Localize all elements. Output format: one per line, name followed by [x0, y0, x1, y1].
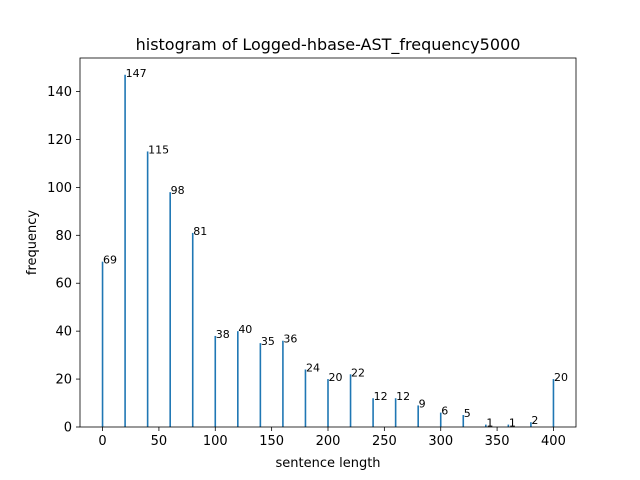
histogram-bar: [327, 379, 329, 427]
x-tick-label: 250: [372, 434, 397, 449]
x-tick-label: 200: [316, 434, 341, 449]
histogram-bar: [372, 398, 374, 427]
bar-value-label: 12: [396, 390, 410, 403]
histogram-bar: [169, 192, 171, 427]
y-tick-label: 80: [55, 229, 72, 244]
histogram-bar: [282, 340, 284, 427]
bar-value-label: 5: [464, 407, 471, 420]
x-tick-label: 400: [541, 434, 566, 449]
x-axis-label: sentence length: [275, 456, 380, 471]
bar-value-label: 9: [419, 397, 426, 410]
y-tick-label: 140: [47, 85, 72, 100]
histogram-bar: [237, 331, 239, 427]
y-tick-label: 100: [47, 181, 72, 196]
bar-value-label: 69: [103, 254, 117, 267]
bar-value-label: 35: [261, 335, 275, 348]
histogram-bar: [214, 335, 217, 427]
x-tick-label: 100: [203, 434, 228, 449]
bar-value-label: 38: [216, 328, 230, 341]
histogram-bar: [191, 232, 194, 427]
histogram-bar: [462, 415, 465, 427]
y-tick-label: 60: [55, 277, 72, 292]
bar-value-label: 98: [171, 184, 185, 197]
y-tick-label: 20: [55, 373, 72, 388]
bar-value-label: 1: [486, 417, 493, 430]
x-axis: 0 50 100 150 200 250 300 350 400: [98, 427, 566, 449]
bar-value-label: 22: [351, 366, 365, 379]
x-tick-label: 0: [98, 434, 106, 449]
histogram-bar: [439, 412, 442, 427]
bar-value-label: 6: [441, 405, 448, 418]
y-axis: 0 20 40 60 80 100 120 140: [47, 85, 80, 436]
bar-value-label: 24: [306, 361, 320, 374]
bar-value-label: 36: [283, 333, 297, 346]
y-tick-label: 0: [64, 421, 72, 436]
histogram-bar: [394, 398, 397, 427]
bar-value-label: 20: [554, 371, 568, 384]
bar-value-label: 81: [193, 225, 207, 238]
y-axis-label: frequency: [25, 210, 40, 276]
bar-value-label: 12: [374, 390, 388, 403]
chart-title: histogram of Logged-hbase-AST_frequency5…: [136, 35, 521, 55]
histogram-bar: [124, 74, 126, 427]
x-tick-label: 350: [485, 434, 510, 449]
x-tick-label: 300: [428, 434, 453, 449]
histogram-bar: [304, 369, 307, 427]
histogram-bar: [259, 343, 262, 427]
bar-value-label: 2: [531, 414, 538, 427]
bar-value-label: 40: [238, 323, 252, 336]
histogram-bar: [417, 405, 419, 427]
histogram-bar: [146, 151, 149, 427]
y-tick-label: 120: [47, 133, 72, 148]
histogram-bar: [507, 424, 510, 427]
bar-value-label: 1: [509, 417, 516, 430]
histogram-bar: [530, 422, 532, 427]
bars-layer: [101, 74, 555, 427]
y-tick-label: 40: [55, 325, 72, 340]
bar-value-label: 115: [148, 143, 169, 156]
x-tick-label: 150: [259, 434, 284, 449]
bar-value-label: 20: [329, 371, 343, 384]
histogram-bar: [552, 379, 555, 427]
x-tick-label: 50: [151, 434, 168, 449]
bar-value-label: 147: [126, 67, 147, 80]
histogram-bar: [349, 374, 352, 427]
histogram-bar: [101, 261, 104, 427]
histogram-bar: [485, 424, 487, 427]
